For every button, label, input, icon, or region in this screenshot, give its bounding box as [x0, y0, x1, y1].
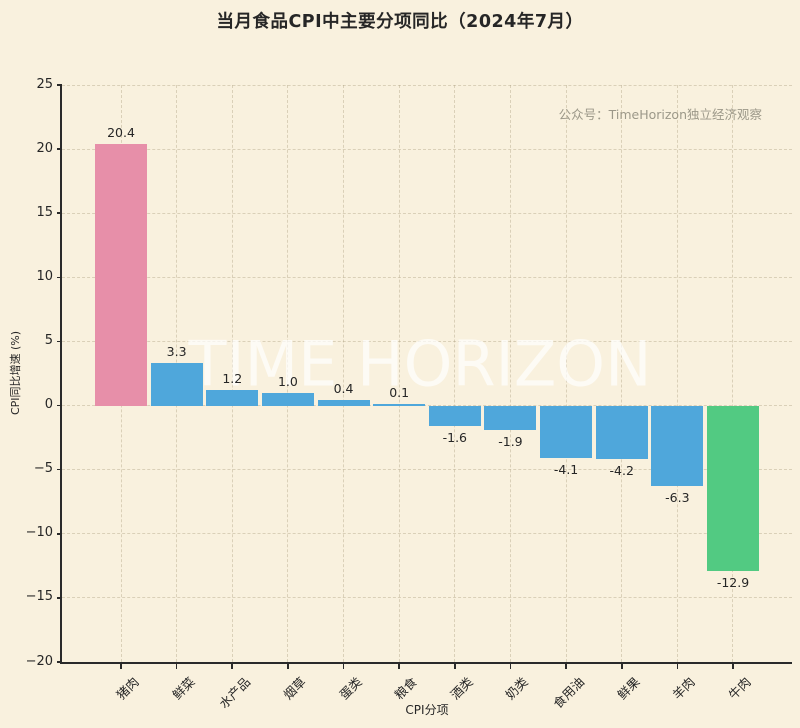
x-gridline — [676, 85, 678, 662]
y-tick-mark — [56, 468, 62, 471]
x-gridline — [454, 85, 456, 662]
x-gridline — [732, 85, 734, 662]
bar-value-label: 0.1 — [389, 385, 410, 401]
bar — [261, 392, 314, 406]
x-gridline — [565, 85, 567, 662]
x-gridline — [621, 85, 623, 662]
y-tick-label: −5 — [33, 461, 53, 477]
y-tick-label: 10 — [36, 268, 53, 284]
bar-value-label: -6.3 — [665, 490, 690, 506]
x-gridline — [398, 85, 400, 662]
x-tick-mark — [120, 664, 122, 669]
bar-value-label: 0.4 — [333, 381, 354, 397]
bar-value-label: 1.2 — [222, 371, 243, 387]
bar — [95, 143, 147, 406]
x-tick-mark — [565, 664, 567, 669]
y-tick-mark — [56, 532, 62, 535]
x-tick-label: 烟草 — [280, 674, 309, 703]
x-tick-label: 奶类 — [502, 674, 532, 703]
x-tick-label: 蛋类 — [335, 674, 365, 703]
x-tick-mark — [454, 664, 456, 669]
x-tick-mark — [676, 664, 679, 669]
y-tick-label: −20 — [25, 653, 53, 669]
y-tick-mark — [56, 661, 62, 663]
bar-value-label: 20.4 — [107, 124, 135, 140]
y-tick-mark — [56, 212, 62, 215]
bar — [706, 405, 759, 571]
chart-title: 当月食品CPI中主要分项同比（2024年7月） — [216, 12, 584, 32]
x-axis-spine — [60, 662, 792, 664]
y-gridline — [62, 276, 792, 278]
bar-value-label: -1.6 — [442, 430, 467, 446]
y-gridline — [62, 148, 792, 150]
bar-value-label: 3.3 — [166, 344, 187, 360]
bar-value-label: -4.1 — [553, 462, 579, 478]
x-tick-label: 食用油 — [549, 674, 587, 712]
bar-value-label: -1.9 — [498, 433, 523, 449]
x-gridline — [231, 85, 233, 662]
bar — [595, 405, 648, 460]
brand-watermark: TIME HORIZON — [188, 327, 652, 401]
x-tick-label: 水产品 — [215, 674, 254, 712]
x-tick-label: 鲜果 — [614, 674, 643, 703]
x-tick-label: 猪肉 — [113, 674, 142, 703]
y-tick-mark — [56, 340, 62, 343]
x-tick-mark — [287, 664, 289, 669]
x-tick-label: 粮食 — [391, 674, 420, 703]
x-gridline — [287, 85, 289, 662]
y-gridline — [62, 597, 792, 599]
x-tick-label: 羊肉 — [669, 674, 699, 703]
bar — [540, 405, 593, 459]
x-tick-mark — [342, 664, 345, 669]
x-tick-mark — [231, 664, 234, 669]
bar — [206, 390, 259, 406]
x-tick-mark — [509, 664, 512, 669]
bar — [373, 404, 426, 406]
bar — [317, 400, 370, 406]
x-tick-label: 牛肉 — [725, 674, 754, 703]
x-axis-label: CPI分项 — [405, 703, 449, 717]
x-gridline — [509, 85, 511, 662]
y-tick-label: 25 — [36, 76, 53, 92]
bar-value-label: -12.9 — [716, 574, 750, 590]
y-gridline — [62, 405, 792, 407]
y-tick-label: 15 — [36, 204, 53, 220]
y-gridline — [62, 212, 792, 214]
y-tick-mark — [56, 597, 62, 599]
y-tick-label: 0 — [44, 397, 53, 413]
x-tick-mark — [175, 664, 178, 669]
y-tick-label: 20 — [36, 140, 53, 156]
y-tick-mark — [56, 404, 62, 407]
y-gridline — [62, 533, 792, 535]
y-gridline — [62, 84, 792, 86]
x-tick-label: 鲜菜 — [169, 674, 198, 703]
y-gridline — [62, 340, 792, 342]
bar — [484, 405, 537, 430]
x-tick-mark — [620, 664, 623, 669]
y-tick-label: −10 — [25, 525, 53, 541]
x-tick-mark — [732, 664, 734, 669]
bar-value-label: -4.2 — [609, 463, 634, 479]
y-tick-label: 5 — [44, 332, 53, 348]
y-tick-mark — [56, 276, 62, 279]
y-gridline — [62, 469, 792, 471]
y-tick-mark — [56, 84, 62, 86]
y-axis-spine — [60, 85, 62, 664]
x-tick-label: 酒类 — [447, 674, 476, 703]
plot-area: 20.4 3.3 1.2 1.0 0.4 0.1 -1.6 -1.9 -4.1 -4.2 -6.3 -… — [62, 84, 792, 663]
y-tick-mark — [56, 148, 62, 150]
bar — [651, 405, 704, 487]
bar — [150, 363, 203, 406]
x-gridline — [343, 85, 345, 662]
x-tick-mark — [398, 664, 400, 669]
bar-value-label: 1.0 — [277, 373, 298, 389]
publisher-watermark: 公众号：TimeHorizon独立经济观察 — [558, 107, 762, 122]
y-tick-label: −15 — [25, 589, 53, 605]
bar — [428, 405, 481, 427]
